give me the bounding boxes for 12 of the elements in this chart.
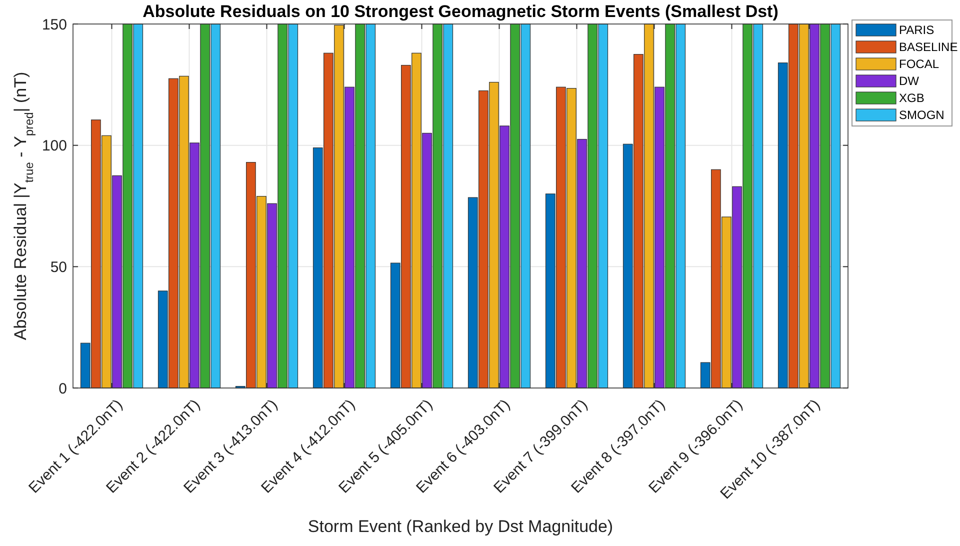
legend-label: PARIS bbox=[899, 23, 934, 38]
x-axis-title: Storm Event (Ranked by Dst Magnitude) bbox=[308, 517, 614, 536]
y-tick-label: 50 bbox=[50, 258, 67, 276]
legend-label: DW bbox=[899, 74, 920, 88]
legend-label: BASELINE bbox=[899, 40, 958, 54]
chart-title: Absolute Residuals on 10 Strongest Geomagnetic Storm Events (Smallest Dst) bbox=[142, 2, 778, 21]
y-tick-label: 150 bbox=[42, 16, 67, 34]
y-tick-label: 100 bbox=[42, 138, 67, 155]
y-tick-label: 0 bbox=[58, 380, 67, 398]
legend-label: XGB bbox=[899, 91, 924, 106]
legend-label: SMOGN bbox=[899, 108, 944, 122]
legend-label: FOCAL bbox=[899, 57, 940, 72]
